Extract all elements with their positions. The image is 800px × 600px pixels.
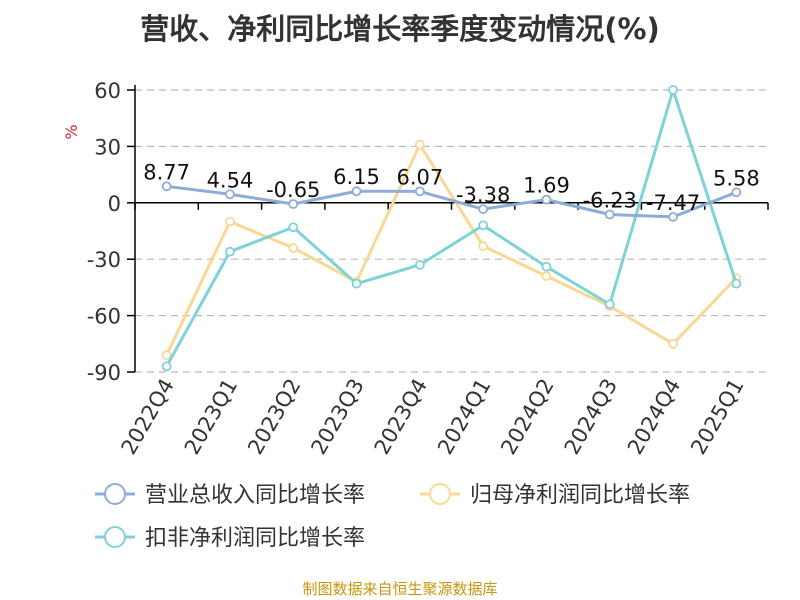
data-point: [414, 139, 425, 150]
y-tick-label: -60: [87, 305, 121, 329]
x-tick-label: 2024Q2: [496, 375, 558, 459]
data-point: [541, 271, 552, 282]
legend-marker: [104, 483, 126, 505]
x-tick-label: 2023Q3: [306, 375, 368, 459]
data-point: [351, 186, 362, 197]
data-label: 6.15: [333, 165, 380, 189]
legend-marker: [429, 483, 451, 505]
data-point: [668, 338, 678, 349]
x-tick-label: 2023Q1: [180, 375, 242, 459]
data-point: [541, 194, 552, 205]
x-tick-label: 2023Q4: [370, 375, 432, 459]
chart-title: 营收、净利同比增长率季度变动情况(%): [140, 12, 660, 46]
data-point: [541, 261, 552, 272]
legend-label: 归母净利润同比增长率: [470, 483, 690, 508]
data-point: [225, 216, 235, 227]
data-labels: 8.77 4.54 -0.65 6.15 6.07 -3.38 1.69 -6.23 -7.47…: [143, 160, 759, 215]
data-point: [288, 243, 299, 253]
data-point: [225, 189, 235, 200]
y-tick-label: -30: [87, 248, 121, 272]
x-tick-label: 2024Q1: [433, 375, 495, 459]
data-label: -0.65: [266, 178, 320, 202]
data-point: [478, 204, 489, 215]
y-tick-label: 0: [108, 192, 121, 216]
legend-label: 扣非净利润同比增长率: [145, 526, 365, 551]
data-point: [414, 259, 425, 270]
data-point: [604, 209, 615, 220]
data-point: [351, 278, 362, 289]
series-line: [165, 88, 738, 368]
source-note: 制图数据来自恒生聚源数据库: [302, 580, 498, 598]
data-point: [161, 350, 172, 360]
x-tick-label: 2023Q2: [243, 375, 305, 459]
x-tick-label: 2024Q3: [560, 375, 622, 459]
data-point: [288, 199, 299, 209]
data-point: [225, 246, 235, 257]
data-point: [478, 241, 489, 251]
data-label: -3.38: [456, 183, 510, 207]
y-unit-label: %: [62, 124, 81, 139]
data-point: [161, 361, 172, 372]
series-lines: [161, 85, 742, 372]
data-point: [288, 222, 299, 233]
x-tick-label: 2024Q4: [623, 375, 685, 459]
data-label: 8.77: [143, 160, 190, 184]
data-label: -6.23: [583, 189, 637, 213]
x-tick-label: 2022Q4: [117, 375, 179, 459]
data-point: [668, 211, 678, 222]
y-tick-label: -90: [87, 361, 121, 385]
data-point: [161, 181, 172, 192]
legend-label: 营业总收入同比增长率: [145, 483, 365, 508]
y-tick-label: 60: [94, 79, 121, 103]
grid-lines: [135, 89, 768, 373]
legend-marker: [104, 526, 126, 548]
data-point: [731, 278, 742, 289]
data-point: [478, 220, 489, 231]
series-line: [165, 143, 738, 356]
x-tick-label: 2025Q1: [686, 375, 748, 459]
data-label: 1.69: [523, 174, 570, 198]
data-point: [731, 187, 742, 198]
data-label: 4.54: [207, 168, 254, 192]
y-tick-label: 30: [94, 135, 121, 159]
data-point: [668, 85, 678, 95]
data-point: [414, 186, 425, 197]
data-label: -7.47: [646, 191, 700, 215]
data-point: [604, 299, 615, 310]
data-label: 5.58: [713, 166, 760, 190]
data-label: 6.07: [396, 165, 443, 189]
series-line: [166, 184, 737, 219]
